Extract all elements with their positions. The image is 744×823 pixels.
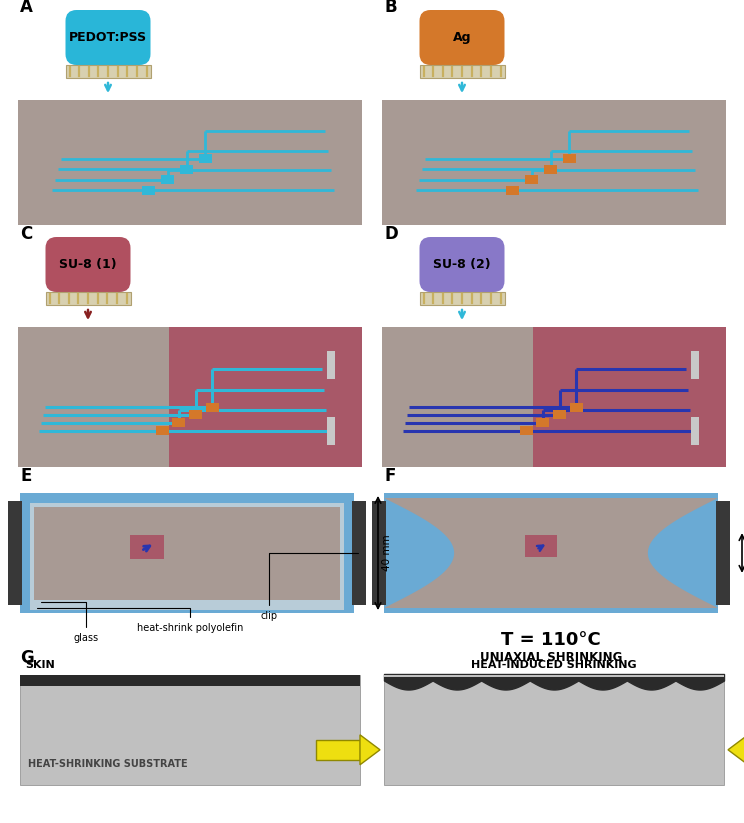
Bar bbox=[569, 402, 583, 412]
Bar bbox=[34, 507, 340, 601]
Bar bbox=[525, 175, 538, 184]
Bar bbox=[189, 411, 202, 420]
Bar bbox=[716, 501, 730, 605]
Bar bbox=[205, 402, 219, 412]
Bar bbox=[156, 426, 169, 435]
FancyBboxPatch shape bbox=[420, 237, 504, 292]
Text: B: B bbox=[384, 0, 397, 16]
Bar bbox=[173, 418, 185, 427]
Polygon shape bbox=[360, 735, 380, 765]
Bar bbox=[382, 327, 726, 467]
Bar bbox=[45, 292, 130, 305]
Text: HEAT-SHRINKING SUBSTRATE: HEAT-SHRINKING SUBSTRATE bbox=[28, 759, 187, 769]
Text: clip: clip bbox=[260, 553, 358, 621]
Bar bbox=[384, 675, 724, 677]
Bar bbox=[384, 493, 718, 613]
Text: G: G bbox=[20, 649, 33, 667]
Bar bbox=[199, 154, 212, 163]
Bar bbox=[563, 154, 576, 163]
Text: F: F bbox=[384, 467, 395, 485]
Bar bbox=[170, 327, 362, 467]
Bar bbox=[690, 416, 699, 444]
Bar bbox=[533, 327, 726, 467]
Bar bbox=[420, 65, 504, 78]
Bar bbox=[18, 327, 362, 467]
Polygon shape bbox=[384, 498, 718, 608]
Bar bbox=[130, 535, 164, 559]
Bar bbox=[690, 351, 699, 379]
Bar bbox=[180, 165, 193, 174]
Bar bbox=[20, 493, 354, 613]
Bar bbox=[20, 675, 360, 785]
Bar bbox=[352, 501, 366, 605]
Bar bbox=[553, 411, 566, 420]
Text: PEDOT:PSS: PEDOT:PSS bbox=[69, 31, 147, 44]
Bar bbox=[544, 165, 557, 174]
Bar bbox=[382, 100, 726, 225]
Bar bbox=[316, 740, 360, 760]
Bar bbox=[65, 65, 150, 78]
Text: SKIN: SKIN bbox=[25, 660, 55, 670]
Bar bbox=[142, 185, 155, 194]
Bar bbox=[8, 501, 22, 605]
Text: UNIAXIAL SHRINKING: UNIAXIAL SHRINKING bbox=[480, 651, 622, 664]
Text: glass: glass bbox=[41, 602, 98, 643]
Bar bbox=[327, 351, 335, 379]
Text: SU-8 (2): SU-8 (2) bbox=[433, 258, 491, 271]
Bar bbox=[161, 175, 174, 184]
Bar bbox=[30, 503, 344, 610]
Bar bbox=[420, 292, 504, 305]
Bar bbox=[20, 675, 360, 686]
Text: A: A bbox=[20, 0, 33, 16]
Text: heat-shrink polyolefin: heat-shrink polyolefin bbox=[36, 608, 243, 633]
Text: HEAT-INDUCED SHRINKING: HEAT-INDUCED SHRINKING bbox=[471, 660, 637, 670]
Text: SU-8 (1): SU-8 (1) bbox=[60, 258, 117, 271]
Bar bbox=[372, 501, 386, 605]
Bar bbox=[327, 416, 335, 444]
Bar bbox=[384, 675, 724, 785]
Polygon shape bbox=[728, 735, 744, 765]
Bar bbox=[536, 418, 550, 427]
FancyBboxPatch shape bbox=[420, 10, 504, 65]
FancyBboxPatch shape bbox=[65, 10, 150, 65]
Text: T = 110°C: T = 110°C bbox=[501, 631, 601, 649]
Text: C: C bbox=[20, 225, 32, 243]
Bar bbox=[520, 426, 533, 435]
Bar bbox=[18, 100, 362, 225]
Text: E: E bbox=[20, 467, 31, 485]
Text: 40 mm: 40 mm bbox=[382, 535, 392, 571]
FancyBboxPatch shape bbox=[45, 237, 130, 292]
Text: Ag: Ag bbox=[453, 31, 471, 44]
Bar bbox=[525, 535, 557, 557]
Text: D: D bbox=[384, 225, 398, 243]
Bar bbox=[506, 185, 519, 194]
